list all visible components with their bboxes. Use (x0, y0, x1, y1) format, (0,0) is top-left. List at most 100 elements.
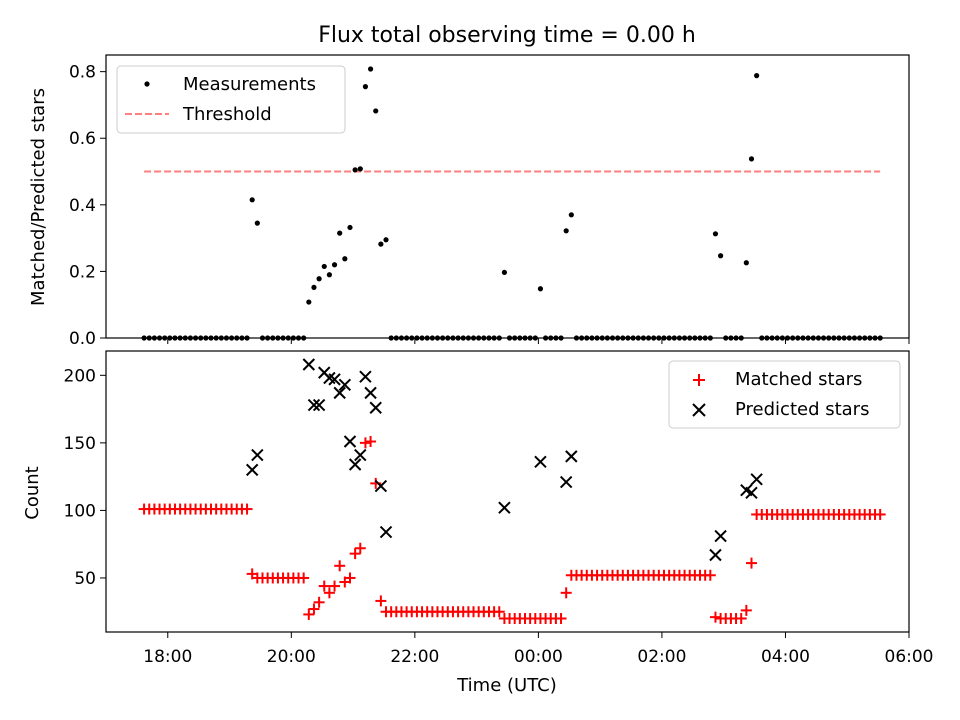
bottom-y-tick-label: 100 (64, 501, 96, 521)
top-legend: Measurements Threshold (116, 65, 346, 134)
measurement-point (537, 286, 544, 292)
predicted-star-point (348, 458, 362, 471)
measurement-point (718, 253, 724, 259)
top-chart-title: Flux total observing time = 0.00 h (318, 23, 696, 48)
bottom-x-tick-label: 18:00 (143, 647, 192, 667)
matched-star-point (560, 587, 572, 599)
matched-star-point (313, 596, 325, 608)
bottom-x-tick-label: 20:00 (267, 647, 316, 667)
measurements-legend-marker (144, 81, 150, 87)
measurement-point (331, 262, 338, 268)
bottom-y-ticks: 50 100 150 200 (64, 366, 106, 589)
measurement-point (357, 166, 363, 172)
predicted-star-point (302, 358, 316, 371)
bottom-x-ticks: 18:00 20:00 22:00 00:00 02:00 04:00 06:00 (143, 632, 934, 667)
measurement-point (568, 212, 574, 218)
measurement-point (352, 167, 358, 173)
measurement-point (316, 276, 322, 282)
measurement-point (748, 156, 755, 162)
measurements-legend-label: Measurements (183, 74, 316, 95)
measurement-point (306, 299, 312, 305)
bottom-x-axis-label: Time (UTC) (456, 675, 557, 696)
predicted-stars-legend-label: Predicted stars (735, 399, 869, 420)
top-y-tick-label: 0.0 (69, 329, 96, 349)
predicted-star-point (307, 398, 321, 412)
matched-star-point (365, 436, 377, 448)
predicted-star-point (379, 525, 393, 539)
measurement-point (743, 260, 749, 266)
measurement-point (367, 66, 374, 72)
measurement-point (712, 231, 719, 237)
matched-stars-legend-label: Matched stars (735, 369, 862, 390)
predicted-star-point (559, 475, 573, 489)
predicted-star-point (534, 455, 547, 468)
matched-star-point (329, 580, 341, 592)
predicted-star-point (312, 398, 326, 412)
measurement-point (378, 241, 384, 247)
measurement-point (249, 197, 255, 203)
matched-stars-series (138, 436, 886, 624)
measurement-point (321, 263, 327, 270)
top-y-ticks: 0.0 0.2 0.4 0.6 0.8 (69, 63, 106, 349)
measurement-point (326, 272, 332, 278)
predicted-stars-legend-marker (692, 403, 706, 417)
measurement-point (563, 228, 569, 234)
predicted-star-point (245, 463, 259, 477)
top-legend-box (116, 65, 346, 134)
measurement-point (373, 108, 379, 114)
matched-star-point (303, 608, 315, 620)
matched-star-point (874, 508, 886, 520)
matched-star-point (745, 557, 757, 569)
matched-star-point (740, 604, 752, 616)
matched-star-point (555, 612, 567, 624)
predicted-star-point (364, 386, 377, 400)
top-y-tick-label: 0.4 (69, 196, 96, 216)
predicted-star-point (565, 450, 578, 463)
matched-star-point (493, 606, 505, 618)
predicted-star-point (333, 386, 346, 400)
predicted-star-point (251, 448, 264, 462)
predicted-star-point (354, 448, 367, 462)
matched-star-point (344, 572, 356, 584)
threshold-legend-label: Threshold (182, 104, 272, 125)
matched-star-point (318, 580, 330, 592)
matched-star-point (308, 603, 320, 615)
bottom-y-tick-label: 150 (64, 434, 96, 454)
measurement-point (347, 224, 353, 231)
top-y-axis-label: Matched/Predicted stars (28, 88, 49, 306)
matched-star-point (709, 611, 721, 623)
bottom-plot-frame (105, 350, 910, 633)
bottom-y-axis-label: Count (22, 466, 43, 519)
measurement-point (362, 84, 369, 90)
matched-star-point (354, 542, 366, 554)
measurement-point (311, 284, 317, 290)
predicted-stars-series (245, 358, 763, 562)
matched-star-point (323, 587, 335, 599)
bottom-y-tick-label: 200 (64, 366, 96, 386)
matched-star-point (704, 569, 716, 581)
bottom-legend-box (668, 360, 901, 429)
predicted-star-point (359, 370, 372, 383)
bottom-x-tick-label: 02:00 (637, 647, 686, 667)
predicted-star-point (338, 378, 352, 391)
predicted-star-point (750, 473, 763, 486)
bottom-legend: Matched stars Predicted stars (668, 360, 901, 429)
predicted-star-point (328, 373, 341, 386)
bottom-x-tick-label: 00:00 (514, 647, 563, 667)
predicted-star-point (714, 529, 727, 543)
measurement-point (342, 256, 348, 262)
matched-star-point (349, 548, 361, 560)
predicted-star-point (343, 435, 357, 448)
top-y-tick-label: 0.2 (69, 262, 96, 282)
top-y-tick-label: 0.8 (69, 63, 96, 83)
bottom-x-tick-label: 04:00 (761, 647, 810, 667)
measurement-point (501, 269, 508, 276)
bottom-panel: Count Time (UTC) 50 100 150 200 18:00 20:00 2… (22, 350, 934, 696)
matched-stars-legend-marker (693, 374, 705, 386)
predicted-star-point (498, 501, 511, 514)
bottom-x-tick-label: 06:00 (885, 647, 934, 667)
bottom-y-tick-label: 50 (74, 569, 96, 589)
measurement-point (254, 220, 260, 226)
top-panel: Flux total observing time = 0.00 h Match… (28, 23, 910, 349)
